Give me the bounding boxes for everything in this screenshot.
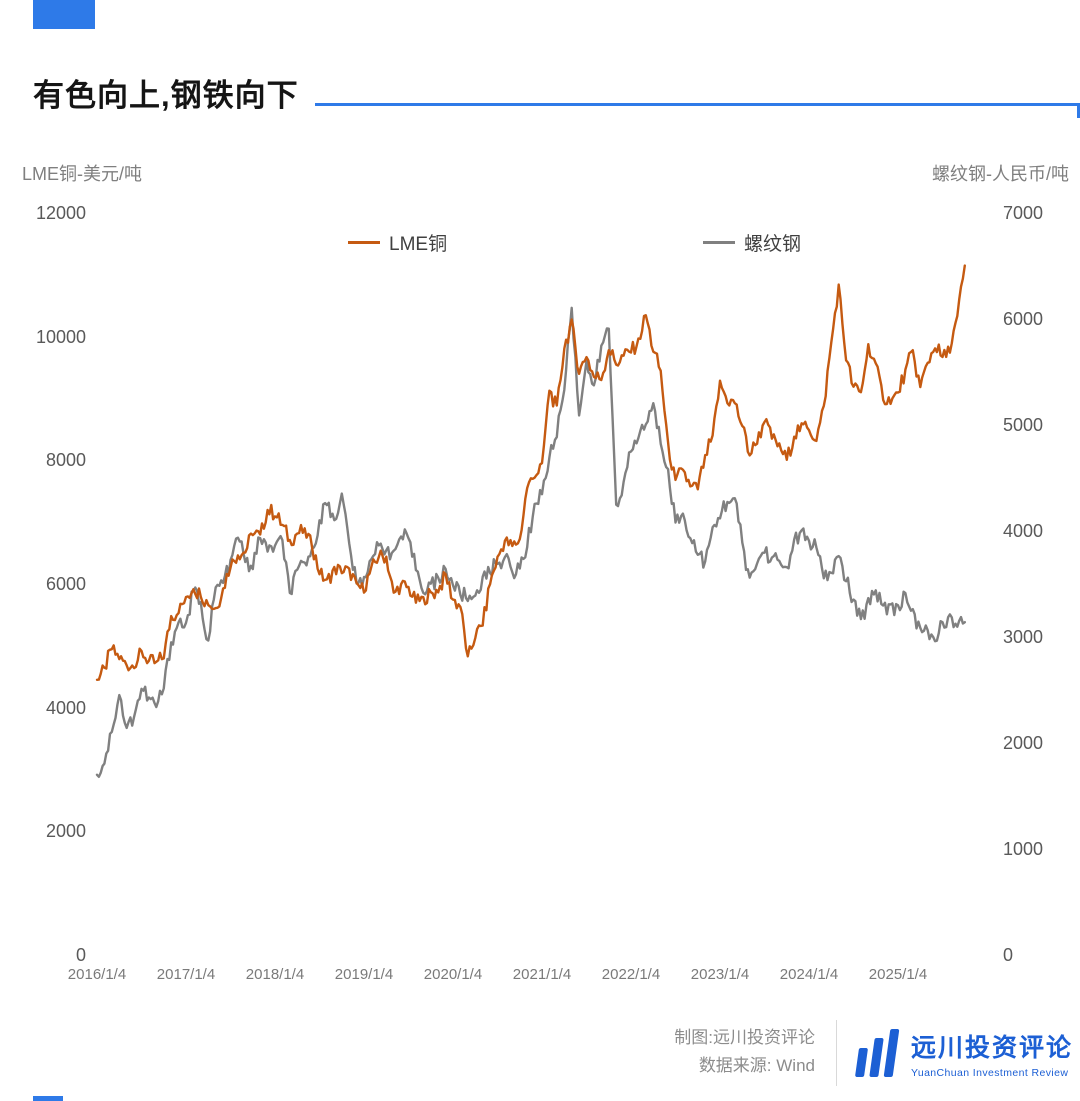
yuanchuan-logo-icon [854,1029,900,1077]
title-row: 有色向上,钢铁向下 [33,70,1080,118]
bottom-accent-sliver [33,1096,63,1101]
yuanchuan-logo-text: 远川投资评论 YuanChuan Investment Review [911,1028,1073,1079]
left-axis-tick-8000: 8000 [45,450,86,470]
left-axis-tick-2000: 2000 [45,821,86,841]
x-axis-tick-2016-1-4: 2016/1/4 [67,966,127,983]
logo-name-en: YuanChuan Investment Review [911,1066,1069,1079]
brand-accent-block [33,0,95,29]
footer-credits: 制图:远川投资评论 数据来源: Wind [674,1024,815,1080]
title-underline-end-tick [1077,105,1080,118]
legend-item-rebar: 螺纹钢 [703,229,801,256]
right-axis-tick-3000: 3000 [1003,627,1044,647]
page-title: 有色向上,钢铁向下 [33,78,299,113]
right-axis-tick-7000: 7000 [1003,203,1044,223]
right-axis-tick-1000: 1000 [1003,839,1044,859]
left-axis-title: LME铜-美元/吨 [22,164,143,184]
lme-copper-legend-swatch [348,241,380,244]
right-axis-tick-0: 0 [1003,945,1014,965]
rebar-line [95,306,966,778]
x-axis-tick-2017-1-4: 2017/1/4 [156,966,216,983]
legend-item-lme-copper: LME铜 [348,229,447,256]
left-axis-tick-10000: 10000 [35,327,86,347]
right-axis-tick-5000: 5000 [1003,415,1044,435]
x-axis-tick-2021-1-4: 2021/1/4 [512,966,572,983]
x-axis-tick-2023-1-4: 2023/1/4 [690,966,750,983]
left-axis-tick-6000: 6000 [45,574,86,594]
right-axis-title: 螺纹钢-人民币/吨 [932,164,1069,184]
right-axis-tick-4000: 4000 [1003,521,1044,541]
logo-name-cn: 远川投资评论 [911,1033,1074,1062]
x-axis-tick-2019-1-4: 2019/1/4 [334,966,394,983]
lme-copper-legend-label: LME铜 [389,234,448,255]
chart-credit: 制图:远川投资评论 [674,1028,815,1047]
lme-copper-line [95,264,966,681]
x-axis-tick-2025-1-4: 2025/1/4 [868,966,928,983]
yuanchuan-logo: 远川投资评论 YuanChuan Investment Review [854,1024,1073,1082]
left-axis-tick-12000: 12000 [35,203,86,223]
x-axis-tick-2018-1-4: 2018/1/4 [245,966,305,983]
x-axis-tick-2022-1-4: 2022/1/4 [601,966,661,983]
left-axis-tick-4000: 4000 [45,698,86,718]
x-axis-tick-2024-1-4: 2024/1/4 [779,966,839,983]
footer-divider [836,1020,837,1086]
right-axis-tick-6000: 6000 [1003,309,1044,329]
rebar-legend-swatch [703,241,735,244]
title-underline [314,103,1080,118]
right-axis-tick-2000: 2000 [1003,733,1044,753]
left-axis-tick-0: 0 [75,945,86,965]
rebar-legend-label: 螺纹钢 [744,234,802,255]
data-source: 数据来源: Wind [698,1056,815,1075]
x-axis-tick-2020-1-4: 2020/1/4 [423,966,483,983]
